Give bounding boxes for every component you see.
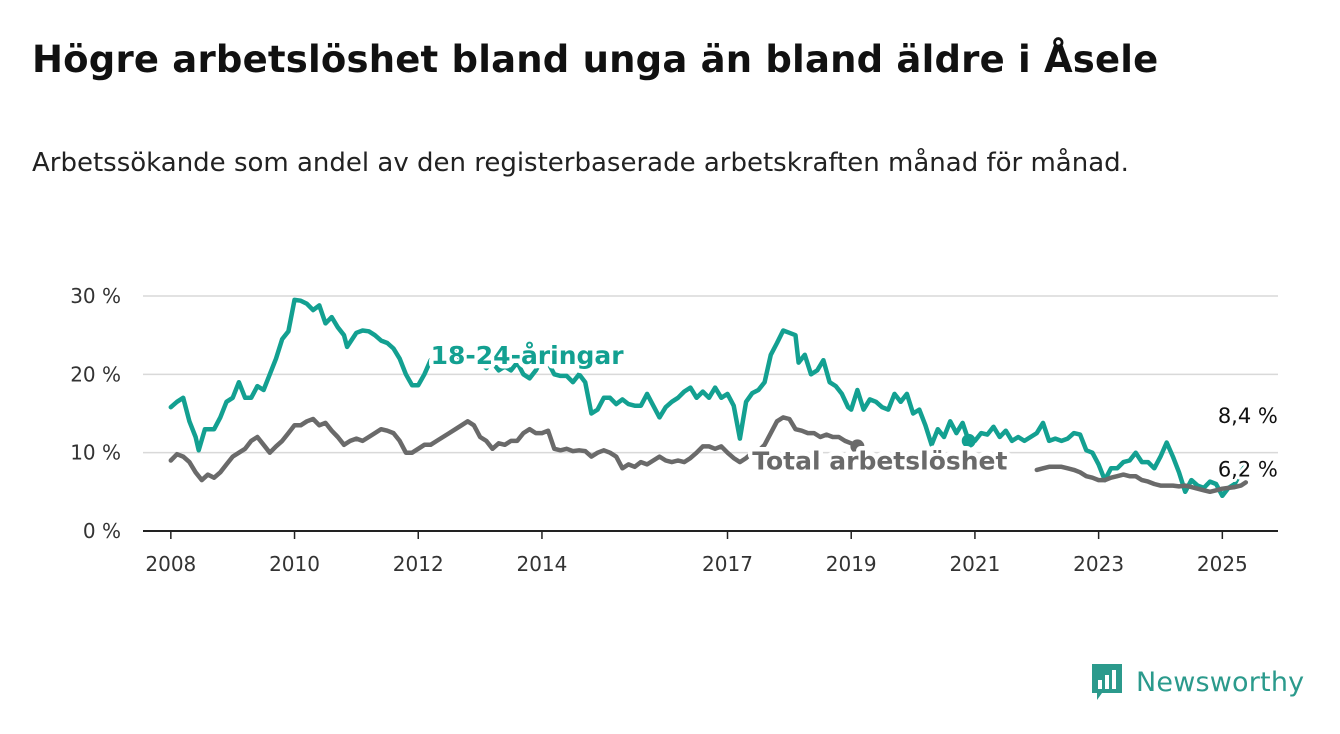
x-tick-label: 2010 (269, 552, 320, 576)
page-title: Högre arbetslöshet bland unga än bland ä… (32, 38, 1159, 81)
series-line (972, 420, 1249, 499)
x-tick-label: 2012 (393, 552, 444, 576)
y-tick-label: 30 % (70, 284, 121, 308)
y-tick-label: 10 % (70, 441, 121, 465)
chart-subtitle: Arbetssökande som andel av den registerb… (32, 148, 1129, 178)
series-name-label: Total arbetslöshet (752, 447, 1007, 476)
series-line (168, 415, 860, 483)
series-labels: 8,4 % 6,2 % 18-24-åringar Total arbetslöshe… (426, 336, 1281, 484)
y-tick-label: 0 % (83, 519, 121, 543)
series-lines (168, 297, 1249, 499)
chart-bars-icon (1092, 664, 1122, 700)
series-end-point (961, 433, 976, 448)
x-tick-label: 2014 (516, 552, 567, 576)
x-tick-label: 2023 (1073, 552, 1124, 576)
x-tick-label: 2021 (949, 552, 1000, 576)
axes: 0 % 10 % 20 % 30 % 2008 2010 2012 2014 2017 2019 2… (70, 284, 1278, 576)
x-tick-label: 2019 (826, 552, 877, 576)
series-end-point (850, 439, 865, 454)
series-line (168, 297, 971, 453)
end-value-label: 6,2 % (1218, 457, 1278, 481)
end-value-label: 8,4 % (1218, 404, 1278, 428)
series-line (1034, 464, 1249, 495)
brand-name: Newsworthy (1136, 666, 1305, 698)
x-tick-label: 2008 (145, 552, 196, 576)
grid-lines (143, 295, 1278, 454)
series-name-label: 18-24-åringar (431, 341, 625, 370)
newsworthy-logo[interactable]: Newsworthy (1090, 660, 1304, 704)
y-tick-label: 20 % (70, 362, 121, 386)
x-tick-label: 2017 (702, 552, 753, 576)
x-tick-label: 2025 (1197, 552, 1248, 576)
